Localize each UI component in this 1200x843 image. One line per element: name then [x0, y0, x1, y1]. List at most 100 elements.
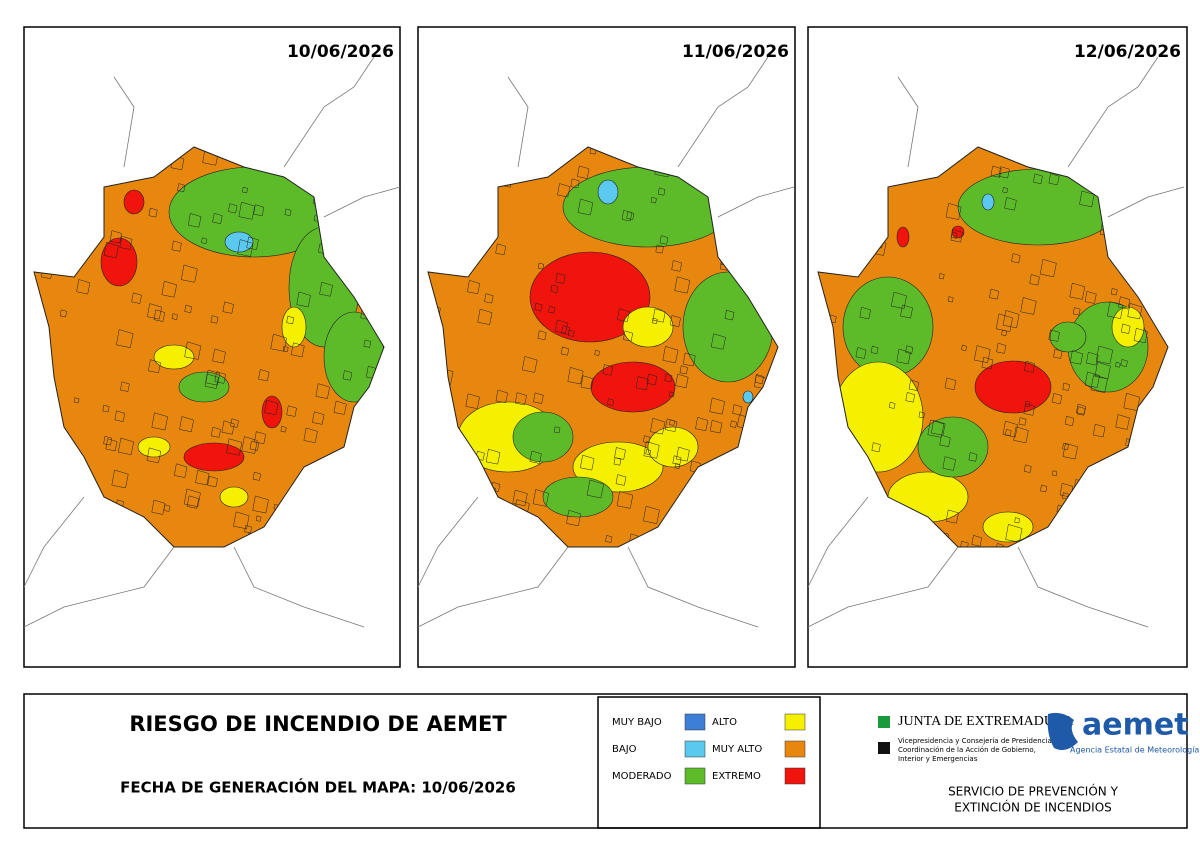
municipality: [554, 319, 568, 334]
municipality: [643, 505, 660, 524]
municipality: [286, 315, 295, 325]
municipality: [570, 178, 580, 189]
municipality: [495, 389, 508, 404]
municipality: [1118, 296, 1131, 310]
municipality: [1051, 392, 1063, 405]
municipality: [1110, 288, 1118, 296]
municipality: [616, 490, 634, 509]
legend-label: BAJO: [612, 744, 637, 755]
municipality: [1107, 301, 1124, 319]
municipality: [577, 198, 594, 216]
risk-area: [529, 251, 651, 343]
municipality: [896, 348, 911, 365]
municipality: [532, 489, 549, 507]
map-date: 10/06/2026: [287, 42, 394, 62]
municipality: [664, 373, 673, 383]
municipality: [1018, 417, 1027, 426]
municipality: [255, 515, 262, 522]
municipality: [1090, 374, 1108, 393]
municipality: [319, 281, 333, 297]
risk-area: [622, 306, 674, 348]
municipality: [710, 333, 726, 350]
municipality: [148, 207, 158, 218]
municipality: [669, 315, 681, 327]
municipality: [179, 416, 194, 433]
municipality: [484, 293, 494, 304]
junta-sub: Vicepresidencia y Consejería de Presiden…: [898, 737, 1054, 745]
border-line: [417, 56, 795, 628]
municipality: [870, 345, 879, 354]
municipality: [602, 364, 614, 376]
municipality: [173, 463, 188, 478]
risk-area: [323, 311, 384, 403]
municipality: [669, 391, 675, 398]
municipality: [550, 284, 559, 293]
aemet-name: aemet: [1082, 708, 1189, 743]
map-date: 11/06/2026: [682, 42, 789, 62]
map-panel: 10/06/2026: [23, 26, 401, 668]
border-line: [807, 56, 1185, 628]
municipality: [153, 309, 166, 322]
municipality: [1072, 307, 1081, 316]
municipality: [1094, 361, 1111, 380]
municipality: [657, 187, 666, 196]
municipality: [253, 204, 265, 217]
aemet-sub: Agencia Estatal de Meteorología: [1070, 746, 1199, 755]
map-panel: 11/06/2026: [417, 26, 796, 668]
map-panel: 12/06/2026: [807, 26, 1188, 668]
municipality: [1092, 423, 1106, 438]
municipality: [961, 344, 968, 351]
municipality: [1064, 415, 1075, 427]
risk-area: [123, 189, 145, 215]
municipality: [621, 209, 633, 222]
municipality: [615, 474, 627, 486]
municipality: [212, 212, 223, 224]
municipality: [171, 313, 178, 320]
municipality: [724, 309, 735, 321]
municipality: [614, 447, 626, 460]
municipality: [1029, 274, 1040, 286]
map-panels: 10/06/2026 11/06/2026 12/06/2026: [23, 26, 1188, 668]
municipality: [1084, 291, 1097, 304]
municipality: [495, 243, 507, 256]
municipality: [981, 356, 994, 370]
municipality: [942, 456, 956, 471]
municipality: [888, 401, 896, 409]
municipality: [254, 431, 266, 445]
municipality: [891, 291, 907, 309]
municipality: [184, 304, 193, 313]
municipality: [534, 302, 543, 312]
municipality: [181, 264, 198, 283]
risk-area: [261, 395, 283, 429]
municipality: [1076, 403, 1087, 415]
municipality: [548, 305, 556, 314]
municipality: [177, 183, 186, 193]
risk-area: [974, 360, 1052, 414]
risk-area: [896, 226, 910, 248]
municipality: [246, 236, 259, 251]
municipality: [645, 448, 652, 455]
municipality: [284, 208, 292, 216]
municipality: [252, 495, 269, 514]
municipality: [114, 410, 126, 422]
municipality: [363, 339, 372, 348]
municipality: [900, 304, 913, 319]
municipality: [1051, 470, 1058, 477]
municipality: [555, 272, 566, 284]
municipality: [646, 373, 658, 386]
municipality: [105, 438, 118, 452]
legend-label: EXTREMO: [712, 771, 761, 782]
municipality: [226, 438, 243, 456]
junta-icon-dark: [878, 742, 890, 754]
municipality: [1020, 297, 1037, 315]
municipality: [1023, 464, 1032, 473]
municipality: [927, 419, 945, 438]
municipality: [280, 425, 287, 433]
municipality: [187, 213, 202, 228]
municipality: [1053, 348, 1063, 359]
municipality: [151, 412, 168, 431]
municipality: [671, 260, 682, 272]
municipality: [905, 392, 916, 403]
municipality: [594, 349, 600, 356]
risk-area: [100, 237, 138, 287]
